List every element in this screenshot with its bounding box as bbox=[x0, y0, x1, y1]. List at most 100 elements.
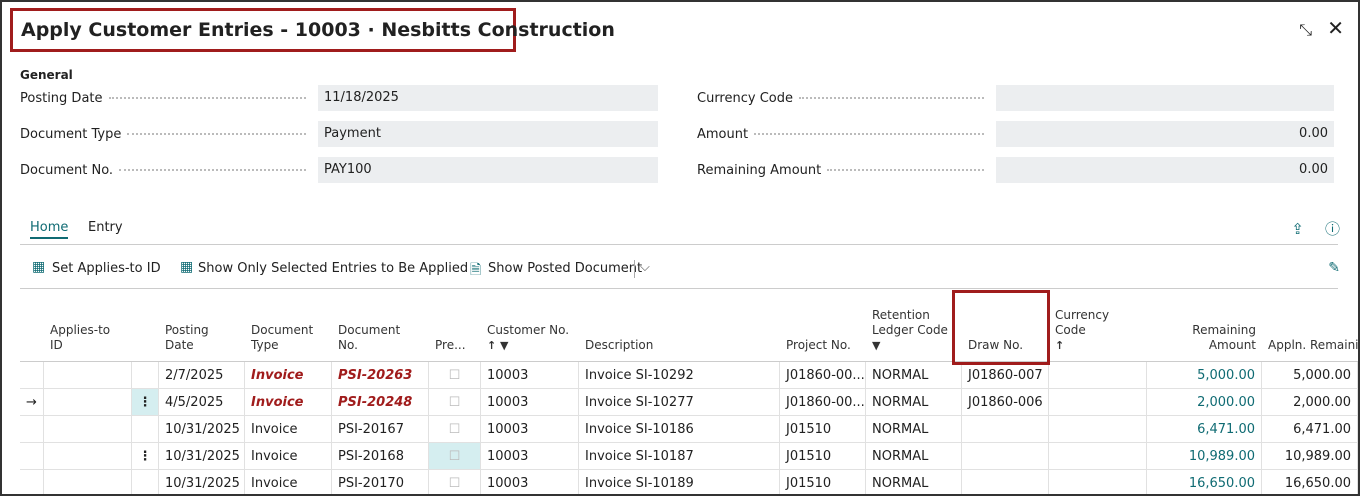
table-cell[interactable]: PSI-20168 bbox=[332, 443, 429, 470]
action-icon: 🗎 bbox=[470, 262, 482, 278]
action-icon: ▦ bbox=[180, 259, 194, 275]
column-header[interactable]: Document Type bbox=[245, 298, 332, 360]
sort-filter-icon: ↑ ▼ bbox=[487, 339, 509, 352]
column-header[interactable]: Draw No. bbox=[962, 298, 1049, 360]
column-header[interactable]: Document No. bbox=[332, 298, 429, 360]
personalize-icon[interactable]: ✎ bbox=[1328, 260, 1340, 276]
field-value: 0.00 bbox=[996, 121, 1334, 147]
row-marker bbox=[20, 443, 44, 470]
dropdown-icon[interactable]: ⌵ bbox=[640, 260, 650, 275]
table-cell[interactable]: 6,471.00 bbox=[1147, 416, 1262, 443]
table-cell bbox=[962, 443, 1049, 470]
table-cell[interactable]: 10,989.00 bbox=[1147, 443, 1262, 470]
column-header-text: Customer No. bbox=[487, 323, 570, 337]
row-menu[interactable] bbox=[132, 362, 159, 389]
title: Apply Customer Entries - 10003 · Nesbitt… bbox=[10, 8, 615, 52]
table-cell bbox=[44, 443, 132, 470]
leader-dots bbox=[119, 169, 306, 171]
table-cell: 10003 bbox=[481, 362, 579, 389]
collapse-icon[interactable]: ⤡ bbox=[1299, 20, 1312, 39]
column-header[interactable]: Customer No. ↑ ▼ bbox=[481, 298, 579, 360]
column-header[interactable]: Remaining Amount bbox=[1147, 298, 1262, 360]
close-icon[interactable]: ✕ bbox=[1327, 16, 1344, 40]
table-cell[interactable]: PSI-20167 bbox=[332, 416, 429, 443]
table-cell: Invoice SI-10292 bbox=[579, 362, 780, 389]
column-header[interactable]: Description bbox=[579, 298, 780, 360]
column-header[interactable]: Retention Ledger Code ▼ bbox=[866, 298, 962, 360]
row-marker: → bbox=[20, 389, 44, 416]
column-header[interactable]: Currency Code ↑ bbox=[1049, 298, 1147, 360]
table-cell: Invoice bbox=[245, 416, 332, 443]
table-cell[interactable]: PSI-20248 bbox=[332, 389, 429, 416]
column-header-text: Retention Ledger Code bbox=[872, 308, 948, 337]
table-cell[interactable]: PSI-20263 bbox=[332, 362, 429, 389]
row-menu[interactable]: ⋮ bbox=[132, 389, 159, 416]
table-cell: NORMAL bbox=[866, 389, 962, 416]
column-header-text: Appln. Remaining Amount bbox=[1268, 338, 1359, 352]
field-label-text: Amount bbox=[697, 126, 749, 142]
table-cell: Invoice SI-10187 bbox=[579, 443, 780, 470]
table-cell bbox=[44, 389, 132, 416]
field-label-text: Document Type bbox=[20, 126, 122, 142]
table-cell bbox=[44, 416, 132, 443]
leader-dots bbox=[127, 133, 306, 135]
row-menu[interactable] bbox=[132, 416, 159, 443]
divider bbox=[20, 288, 1338, 289]
table-cell bbox=[962, 470, 1049, 494]
table-cell: 10/31/2025 bbox=[159, 443, 245, 470]
table-cell bbox=[1049, 416, 1147, 443]
table-cell[interactable]: 5,000.00 bbox=[1147, 362, 1262, 389]
info-icon[interactable]: ⓘ bbox=[1324, 220, 1340, 238]
table-cell bbox=[1049, 389, 1147, 416]
column-header[interactable]: Pre... bbox=[429, 298, 481, 360]
table-cell: J01860-00... bbox=[780, 362, 866, 389]
field-label-text: Remaining Amount bbox=[697, 162, 822, 178]
column-header-text: Document Type bbox=[251, 323, 314, 352]
leader-dots bbox=[798, 97, 984, 99]
action-button[interactable]: Set Applies-to ID bbox=[52, 261, 161, 276]
table-cell: Invoice bbox=[245, 362, 332, 389]
table-cell: 4/5/2025 bbox=[159, 389, 245, 416]
table-cell: 6,471.00 bbox=[1262, 416, 1358, 443]
table-cell: Invoice bbox=[245, 470, 332, 494]
table-cell[interactable]: 16,650.00 bbox=[1147, 470, 1262, 494]
column-header-text: Description bbox=[585, 338, 654, 352]
field-label-text: Document No. bbox=[20, 162, 114, 178]
table-cell: 10003 bbox=[481, 389, 579, 416]
row-menu[interactable] bbox=[132, 470, 159, 494]
table-cell: J01860-00... bbox=[780, 389, 866, 416]
field-label: Currency Code bbox=[697, 85, 990, 111]
column-header[interactable]: Appln. Remaining Amount bbox=[1262, 298, 1358, 360]
tab[interactable]: Entry bbox=[88, 220, 123, 235]
table-cell[interactable]: 2,000.00 bbox=[1147, 389, 1262, 416]
field-label: Remaining Amount bbox=[697, 157, 990, 183]
table-cell bbox=[1049, 443, 1147, 470]
table-cell: Invoice bbox=[245, 389, 332, 416]
share-icon[interactable]: ⇪ bbox=[1291, 220, 1304, 238]
column-header[interactable]: Posting Date bbox=[159, 298, 245, 360]
table-cell[interactable]: PSI-20170 bbox=[332, 470, 429, 494]
column-header-text: Document No. bbox=[338, 323, 401, 352]
action-button[interactable]: Show Only Selected Entries to Be Applied bbox=[198, 261, 469, 276]
dropdown-divider bbox=[634, 260, 635, 278]
column-header: Applies-to ID bbox=[44, 298, 159, 360]
section-heading: General bbox=[20, 68, 73, 82]
field-label: Document No. bbox=[20, 157, 312, 183]
field-value bbox=[996, 85, 1334, 111]
table-cell: Invoice bbox=[245, 443, 332, 470]
sort-filter-icon: ↑ bbox=[1055, 339, 1065, 352]
leader-dots bbox=[108, 97, 306, 99]
table-cell: 10/31/2025 bbox=[159, 470, 245, 494]
divider bbox=[20, 244, 1338, 245]
sort-filter-icon: ▼ bbox=[872, 339, 881, 352]
table-cell: 10/31/2025 bbox=[159, 416, 245, 443]
tab[interactable]: Home bbox=[30, 220, 69, 239]
header-line bbox=[20, 361, 1358, 362]
column-header[interactable]: Project No. bbox=[780, 298, 866, 360]
row-menu[interactable]: ⋮ bbox=[132, 443, 159, 470]
action-button[interactable]: Show Posted Document bbox=[488, 261, 643, 276]
table-cell: 10003 bbox=[481, 470, 579, 494]
field-value: Payment bbox=[318, 121, 658, 147]
table-cell: NORMAL bbox=[866, 416, 962, 443]
